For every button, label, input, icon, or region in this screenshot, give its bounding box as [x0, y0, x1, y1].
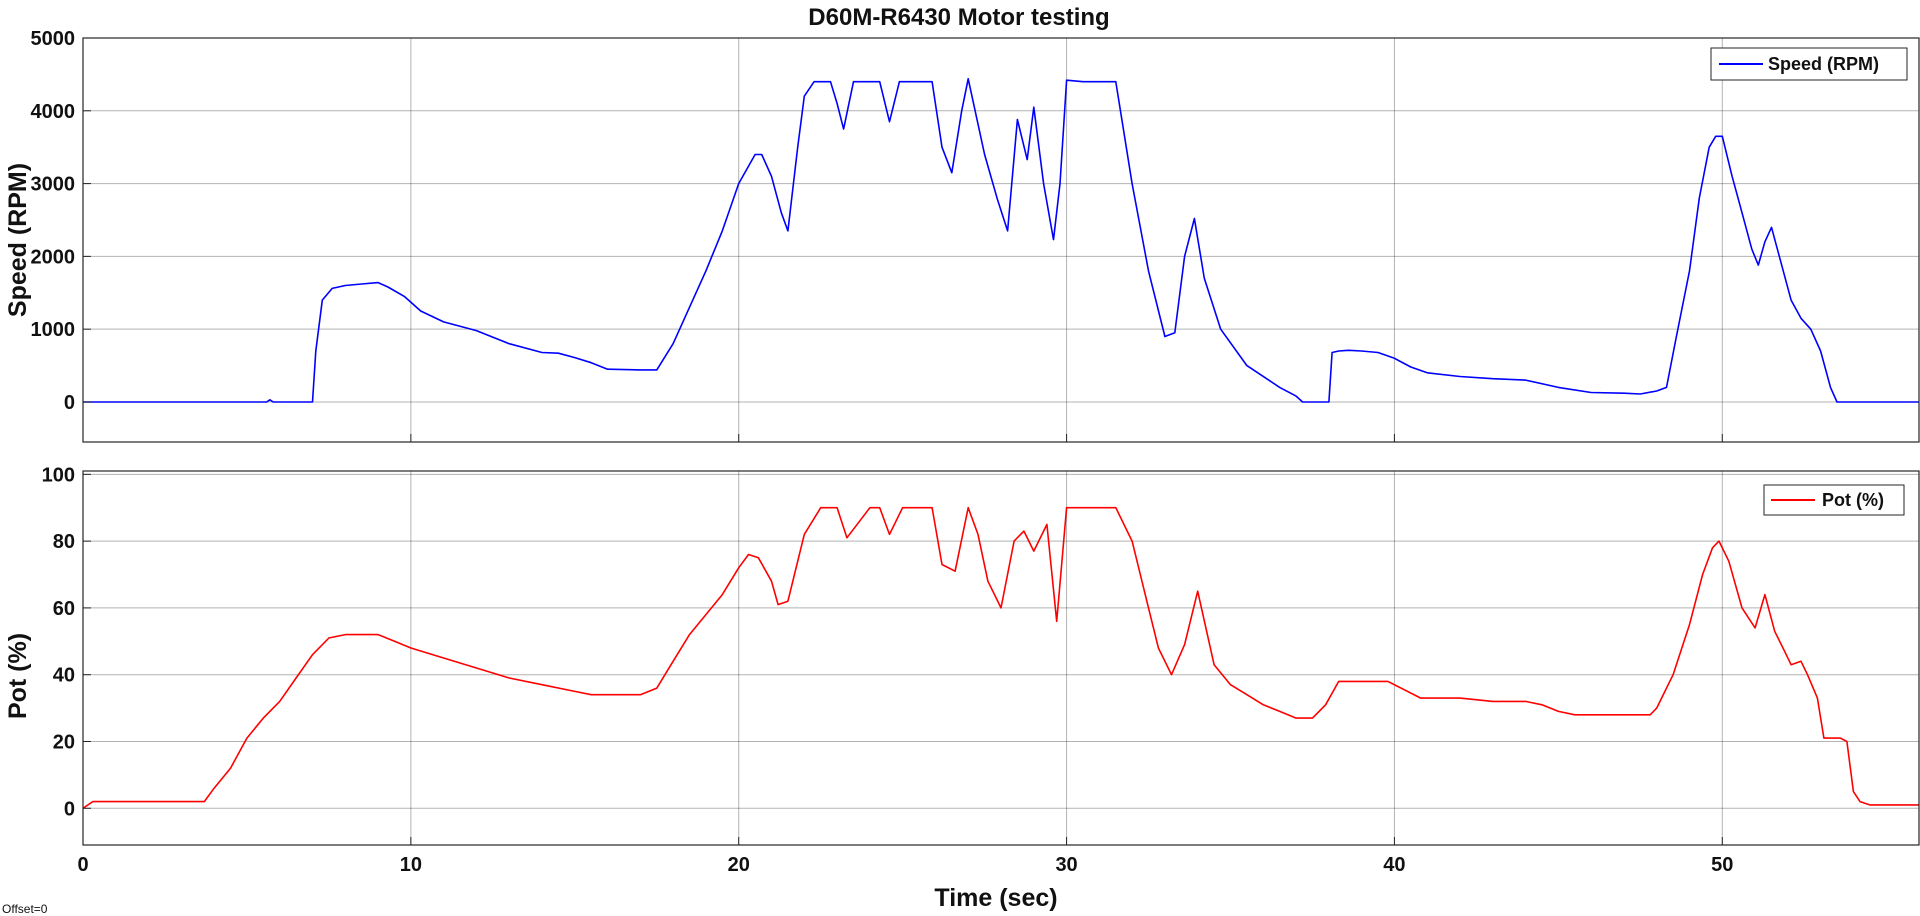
offset-footnote: Offset=0 — [2, 902, 48, 916]
pot-y-axis-label: Pot (%) — [4, 633, 32, 719]
x-tick-label: 0 — [77, 854, 88, 876]
pot-legend[interactable]: Pot (%) — [1763, 484, 1905, 516]
pot-series-line — [82, 506, 1919, 809]
y-tick-label: 20 — [53, 731, 75, 753]
x-tick-label: 40 — [1383, 854, 1405, 876]
y-tick-label: 40 — [53, 665, 75, 687]
speed-grid — [83, 38, 1919, 442]
pot-y-ticks: 0 20 40 60 80 100 — [42, 464, 91, 820]
speed-x-ticks — [410, 434, 1723, 442]
speed-legend-label: Speed (RPM) — [1768, 54, 1879, 74]
speed-y-ticks: 0 1000 2000 3000 4000 5000 — [31, 28, 91, 414]
y-tick-label: 4000 — [31, 101, 76, 123]
y-tick-label: 0 — [64, 392, 75, 414]
pot-x-ticks: 0 10 20 30 40 50 — [77, 837, 1733, 876]
speed-axes-frame — [82, 37, 1920, 443]
y-tick-label: 60 — [53, 598, 75, 620]
y-tick-label: 100 — [42, 464, 75, 486]
chart-title: D60M-R6430 Motor testing — [808, 4, 1109, 31]
pot-legend-label: Pot (%) — [1822, 490, 1884, 510]
x-axis-label: Time (sec) — [934, 884, 1057, 912]
speed-legend[interactable]: Speed (RPM) — [1710, 47, 1908, 81]
speed-y-axis-label: Speed (RPM) — [4, 163, 32, 317]
y-tick-label: 0 — [64, 798, 75, 820]
y-tick-label: 80 — [53, 531, 75, 553]
y-tick-label: 2000 — [31, 246, 76, 268]
pot-axes-frame — [82, 470, 1920, 846]
pot-panel: 0 20 40 60 80 100 0 10 20 30 40 50 Pot (%) Pot (%) — [4, 464, 1920, 876]
x-tick-label: 10 — [400, 854, 422, 876]
y-tick-label: 3000 — [31, 174, 76, 196]
y-tick-label: 5000 — [31, 28, 76, 50]
x-tick-label: 20 — [728, 854, 750, 876]
y-tick-label: 1000 — [31, 319, 76, 341]
speed-panel: 0 1000 2000 3000 4000 5000 Speed (RPM) Speed … — [4, 28, 1920, 443]
speed-series-line — [83, 78, 1919, 403]
x-tick-label: 50 — [1711, 854, 1733, 876]
x-tick-label: 30 — [1055, 854, 1077, 876]
